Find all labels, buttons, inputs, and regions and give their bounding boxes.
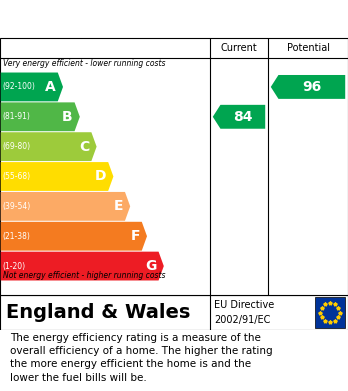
Text: England & Wales: England & Wales: [6, 303, 190, 322]
Text: Not energy efficient - higher running costs: Not energy efficient - higher running co…: [3, 271, 165, 280]
Text: A: A: [45, 80, 56, 94]
Polygon shape: [271, 75, 345, 99]
Polygon shape: [1, 162, 113, 191]
Text: Very energy efficient - lower running costs: Very energy efficient - lower running co…: [3, 59, 165, 68]
Bar: [315, 297, 345, 328]
Text: (1-20): (1-20): [3, 262, 26, 271]
Text: 96: 96: [302, 80, 321, 94]
Text: C: C: [79, 140, 90, 154]
Text: D: D: [95, 170, 106, 183]
Text: (55-68): (55-68): [3, 172, 31, 181]
Polygon shape: [1, 132, 97, 161]
Text: The energy efficiency rating is a measure of the
overall efficiency of a home. T: The energy efficiency rating is a measur…: [10, 333, 273, 383]
Text: Current: Current: [221, 43, 258, 53]
Text: Potential: Potential: [286, 43, 330, 53]
Text: E: E: [114, 199, 123, 213]
Text: G: G: [145, 259, 157, 273]
Text: (39-54): (39-54): [3, 202, 31, 211]
Polygon shape: [1, 252, 164, 280]
Polygon shape: [213, 105, 265, 129]
Text: (92-100): (92-100): [3, 83, 35, 91]
Polygon shape: [1, 72, 63, 101]
Text: Energy Efficiency Rating: Energy Efficiency Rating: [10, 13, 232, 29]
Polygon shape: [1, 222, 147, 251]
Text: (21-38): (21-38): [3, 232, 31, 241]
Text: 2002/91/EC: 2002/91/EC: [214, 315, 270, 325]
Text: EU Directive: EU Directive: [214, 300, 274, 310]
Polygon shape: [1, 102, 80, 131]
Text: F: F: [130, 229, 140, 243]
Text: B: B: [62, 110, 73, 124]
Polygon shape: [1, 192, 130, 221]
Text: (69-80): (69-80): [3, 142, 31, 151]
Text: 84: 84: [233, 110, 252, 124]
Text: (81-91): (81-91): [3, 112, 31, 121]
